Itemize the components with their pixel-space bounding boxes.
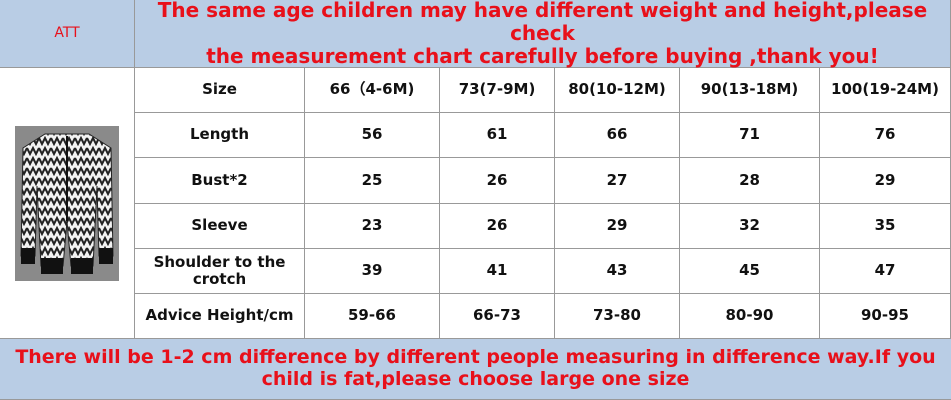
footer-line: There will be 1-2 cm difference by diffe… [15,346,936,369]
table-cell: 71 [680,113,820,158]
row-label: Advice Height/cm [135,294,305,339]
table-cell: 27 [555,158,680,204]
table-cell: 73-80 [555,294,680,339]
table-cell: 56 [305,113,440,158]
table-cell: 80-90 [680,294,820,339]
table-cell: 25 [305,158,440,204]
product-image-cell [0,68,135,339]
product-image [15,125,119,281]
table-cell: 47 [820,249,951,294]
table-cell: 45 [680,249,820,294]
column-header: 73(7-9M) [440,68,555,113]
row-label: Sleeve [135,204,305,249]
header-title: The same age children may have different… [135,0,951,68]
table-cell: 90-95 [820,294,951,339]
footer-line: child is fat,please choose large one siz… [261,368,690,390]
table-cell: 76 [820,113,951,158]
table-cell: 23 [305,204,440,249]
table-cell: 29 [820,158,951,204]
row-label: Length [135,113,305,158]
table-cell: 35 [820,204,951,249]
table-cell: 26 [440,204,555,249]
column-header: 100(19-24M) [820,68,951,113]
title-line: The same age children may have different… [157,0,928,45]
table-cell: 26 [440,158,555,204]
table-cell: 28 [680,158,820,204]
table-cell: 61 [440,113,555,158]
column-header: 66（4-6M) [305,68,440,113]
table-cell: 41 [440,249,555,294]
column-header: 80(10-12M) [555,68,680,113]
column-header: 90(13-18M) [680,68,820,113]
table-cell: 59-66 [305,294,440,339]
title-line: the measurement chart carefully before b… [206,44,879,68]
table-cell: 29 [555,204,680,249]
header-label: ATT [0,0,135,68]
row-label: Size [135,68,305,113]
table-cell: 66 [555,113,680,158]
row-label: Shoulder to the crotch [135,249,305,294]
footer-note: There will be 1-2 cm difference by diffe… [0,339,951,400]
table-cell: 32 [680,204,820,249]
table-cell: 39 [305,249,440,294]
row-label: Bust*2 [135,158,305,204]
table-cell: 43 [555,249,680,294]
table-cell: 66-73 [440,294,555,339]
